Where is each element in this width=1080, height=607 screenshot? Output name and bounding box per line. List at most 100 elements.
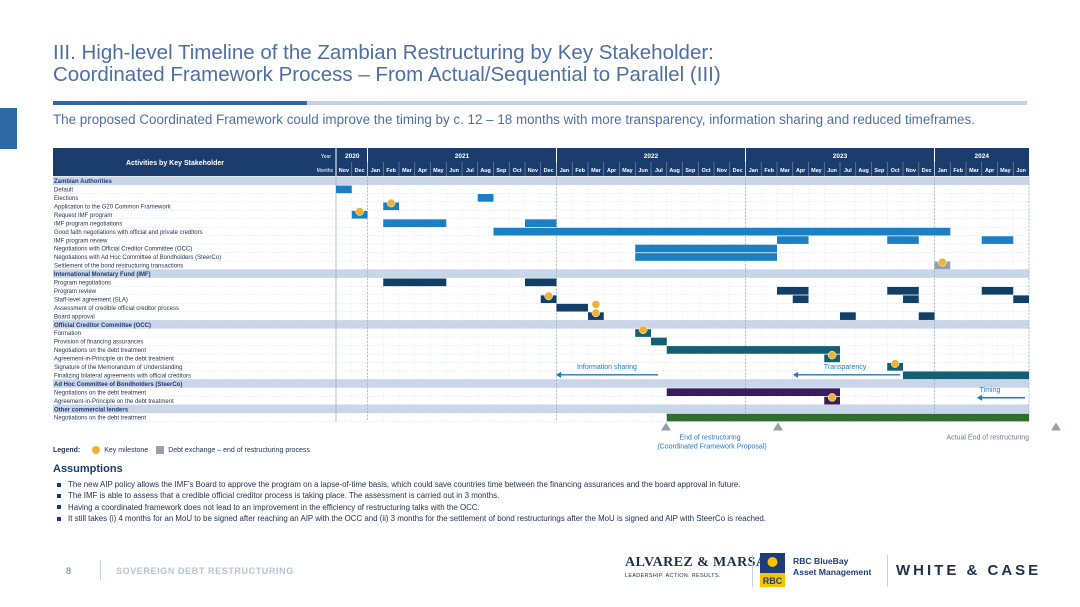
rbc-logo-line-1: RBC BlueBay — [793, 556, 849, 566]
transparency-arrow-arrowhead — [793, 371, 798, 378]
month-label: Dec — [355, 168, 365, 174]
section-row — [53, 269, 1029, 278]
month-label: Feb — [953, 168, 963, 174]
white-case-logo: WHITE & CASE — [896, 562, 1042, 579]
month-label: Sep — [496, 168, 507, 174]
month-label: Dec — [544, 168, 554, 174]
year-label: 2024 — [975, 153, 990, 160]
debt-exchange-icon — [156, 446, 165, 454]
section-label: Ad Hoc Committee of Bondholders (SteerCo… — [54, 382, 182, 388]
month-label: Sep — [685, 168, 696, 174]
legend-label: Legend: — [53, 446, 81, 454]
month-label: Oct — [891, 168, 900, 174]
task-label: Assessment of credible official creditor… — [54, 306, 179, 312]
gantt-bar — [493, 227, 557, 236]
milestone-icon — [591, 300, 601, 309]
page-subtitle: The proposed Coordinated Framework could… — [53, 112, 975, 127]
task-label: Elections — [54, 196, 78, 202]
page-number: 8 — [66, 566, 72, 576]
title-line-2: Coordinated Framework Process – From Act… — [53, 63, 721, 86]
month-label: Feb — [386, 168, 396, 174]
gantt-bar — [666, 413, 1029, 422]
task-label: Provision of financing assurances — [54, 340, 143, 346]
month-label: May — [811, 168, 822, 174]
month-label: Oct — [513, 168, 522, 174]
assumptions-list: The new AIP policy allows the IMF's Boar… — [57, 479, 1068, 525]
logo-divider — [887, 555, 888, 587]
task-label: Negotiations with Ad Hoc Committee of Bo… — [54, 255, 221, 261]
info-sharing-arrow-arrowhead — [556, 371, 561, 378]
milestone-icon — [638, 325, 648, 335]
milestone-icon — [827, 393, 837, 402]
gantt-bar — [336, 185, 352, 194]
legend-milestone: Key milestone — [104, 446, 149, 454]
end-marker-sublabel: (Coordinated Framework Proposal) — [657, 444, 766, 451]
assumption-item: The new AIP policy allows the IMF's Boar… — [57, 479, 1068, 490]
transparency-label: Transparency — [824, 364, 867, 371]
rbc-shield-icon: RBC — [760, 553, 785, 587]
gantt-bar — [777, 286, 809, 295]
milestone-icon — [938, 257, 947, 267]
section-row — [53, 379, 1029, 388]
gantt-bar — [556, 303, 588, 312]
month-label: Nov — [339, 168, 349, 174]
month-label: Feb — [575, 168, 585, 174]
alvarez-marsal-logo: ALVAREZ & MARSAL LEADERSHIP. ACTION. RES… — [625, 555, 776, 579]
task-label: Board approval — [54, 314, 95, 320]
task-label: Request IMF program — [54, 213, 112, 219]
rbc-logo-text: RBC BlueBay Asset Management — [793, 556, 871, 578]
month-label: Apr — [796, 168, 806, 174]
task-label: Application to the G20 Common Framework — [54, 204, 172, 210]
gantt-bar — [383, 278, 447, 287]
timing-arrow-arrowhead — [977, 394, 982, 401]
month-label: May — [433, 168, 444, 174]
gantt-bar — [840, 312, 856, 320]
gantt-bar — [918, 312, 935, 320]
month-label: Apr — [985, 168, 995, 174]
gantt-bar — [635, 244, 777, 253]
gantt-bar — [666, 388, 840, 396]
info-sharing-label: Information sharing — [577, 364, 637, 371]
milestone-icon — [92, 446, 101, 454]
gantt-bar — [981, 236, 1014, 244]
task-label: Agreement-in-Principle on the debt treat… — [54, 357, 174, 363]
end-marker-label: End of restructuring — [679, 435, 740, 442]
activities-header: Activities by Key Stakeholder — [126, 160, 224, 167]
gantt-bar — [903, 371, 1029, 380]
month-label: Nov — [528, 168, 538, 174]
gantt-bar — [635, 253, 777, 261]
gantt-bar — [887, 236, 919, 244]
title-line-1: III. High-level Timeline of the Zambian … — [53, 41, 714, 64]
task-label: IMF program review — [54, 238, 108, 244]
task-label: Program review — [54, 289, 97, 295]
year-label: 2023 — [833, 153, 848, 160]
task-label: Negotiations on the debt treatment — [54, 416, 146, 422]
month-label: Oct — [702, 168, 711, 174]
task-label: Good faith negotiations with official an… — [54, 230, 203, 236]
task-label: Finalizing bilateral agreements with off… — [54, 373, 191, 379]
actual-end-marker-icon — [1051, 422, 1061, 431]
month-label: Aug — [669, 168, 679, 174]
task-label: Negotiations with Official Creditor Comm… — [54, 247, 192, 253]
gantt-bar — [981, 286, 1014, 295]
footer-divider — [100, 560, 101, 580]
task-label: Program negotiations — [54, 281, 111, 287]
year-label: 2021 — [455, 153, 470, 160]
month-label: Aug — [480, 168, 490, 174]
page-title: III. High-level Timeline of the Zambian … — [53, 42, 721, 86]
task-label: Negotiations on the debt treatment — [54, 348, 146, 354]
legend-debt-exchange: Debt exchange – end of restructuring pro… — [168, 446, 310, 454]
section-row — [53, 176, 1029, 185]
task-label: Staff-level agreement (SLA) — [54, 297, 128, 303]
gantt-bar — [666, 346, 840, 354]
task-label: Settlement of the bond restructuring tra… — [54, 264, 183, 270]
gantt-bar — [477, 194, 494, 202]
section-label: Zambian Authorities — [54, 179, 112, 185]
assumption-item: It still takes (i) 4 months for an MoU t… — [57, 513, 1068, 524]
month-label: Jan — [749, 168, 758, 174]
rbc-logo-line-2: Asset Management — [793, 567, 872, 577]
year-label: 2022 — [644, 153, 659, 160]
gantt-bar — [383, 219, 447, 227]
task-label: Negotiations on the debt treatment — [54, 390, 146, 396]
month-label: Jun — [449, 168, 459, 174]
